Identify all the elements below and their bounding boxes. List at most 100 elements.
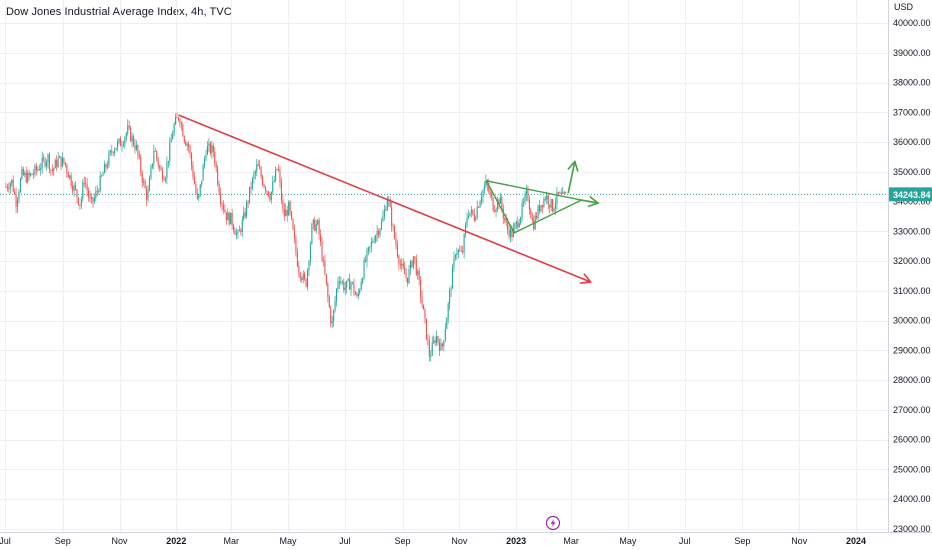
resistance-trendline[interactable] bbox=[178, 114, 592, 283]
candle-body bbox=[525, 189, 528, 195]
candle-body bbox=[524, 194, 526, 202]
candle-body bbox=[148, 178, 151, 191]
candle-body bbox=[101, 175, 103, 177]
candle-body bbox=[189, 146, 191, 154]
candle-body bbox=[427, 339, 429, 342]
candle-body bbox=[176, 117, 178, 118]
candle-body bbox=[301, 278, 303, 281]
candle-body bbox=[105, 163, 107, 168]
candle-body bbox=[275, 169, 277, 181]
candle-body bbox=[533, 220, 535, 230]
x-tick-label: 2023 bbox=[506, 536, 526, 546]
candle-body bbox=[322, 260, 325, 262]
candle-body bbox=[359, 289, 361, 293]
candle-body bbox=[82, 182, 84, 199]
candle-body bbox=[308, 261, 310, 270]
candle-body bbox=[183, 136, 185, 142]
candle-body bbox=[161, 170, 164, 180]
candle-body bbox=[552, 199, 554, 212]
y-tick-label: 23000.00 bbox=[893, 524, 931, 534]
candle-body bbox=[190, 153, 193, 166]
candle-body bbox=[341, 281, 343, 283]
candle-body bbox=[315, 224, 317, 231]
candle-body bbox=[362, 278, 364, 283]
triangle-lower-line[interactable] bbox=[513, 199, 583, 234]
y-tick-label: 28000.00 bbox=[893, 375, 931, 385]
candle-body bbox=[219, 193, 222, 204]
candle-body bbox=[451, 266, 454, 289]
candle-body bbox=[182, 124, 184, 137]
candle-body bbox=[433, 340, 435, 343]
candle-body bbox=[549, 204, 551, 208]
candle-body bbox=[383, 209, 385, 217]
triangle-upper-line[interactable] bbox=[485, 180, 583, 201]
candle-body bbox=[56, 160, 58, 167]
candlestick-series[interactable] bbox=[5, 112, 567, 362]
candle-body bbox=[170, 139, 172, 143]
candle-body bbox=[192, 165, 194, 178]
lightning-icon[interactable] bbox=[545, 515, 561, 531]
y-tick-label: 39000.00 bbox=[893, 48, 931, 58]
candle-body bbox=[443, 340, 445, 346]
y-tick-label: 33000.00 bbox=[893, 226, 931, 236]
candle-body bbox=[417, 271, 419, 275]
candle-body bbox=[449, 290, 451, 304]
candle-body bbox=[331, 321, 333, 324]
candle-body bbox=[209, 143, 211, 154]
candle-body bbox=[562, 192, 564, 194]
candle-body bbox=[496, 199, 499, 209]
candle-body bbox=[76, 189, 78, 198]
candle-body bbox=[420, 279, 422, 297]
candle-body bbox=[396, 245, 398, 256]
candle-body bbox=[380, 221, 383, 230]
candle-body bbox=[466, 217, 468, 225]
y-tick-label: 38000.00 bbox=[893, 78, 931, 88]
candle-body bbox=[96, 190, 98, 192]
candle-body bbox=[167, 160, 169, 163]
candle-body bbox=[44, 158, 46, 167]
candle-body bbox=[92, 197, 94, 202]
candle-body bbox=[5, 186, 7, 188]
candle-body bbox=[517, 221, 519, 228]
candle-body bbox=[263, 184, 265, 188]
candle-body bbox=[218, 183, 220, 194]
candle-body bbox=[273, 180, 275, 182]
candle-body bbox=[247, 202, 249, 203]
candle-body bbox=[421, 296, 423, 305]
chart-grid bbox=[0, 0, 888, 532]
y-axis-ticks[interactable]: 23000.00 24000.00 25000.00 26000.00 27000.00… bbox=[893, 18, 931, 534]
y-tick-label: 30000.00 bbox=[893, 316, 931, 326]
triangle-left-edge[interactable] bbox=[485, 180, 515, 234]
candle-body bbox=[240, 230, 242, 233]
y-tick-label: 24000.00 bbox=[893, 494, 931, 504]
candle-body bbox=[446, 318, 448, 329]
breakout-right-arrow-head bbox=[587, 196, 599, 208]
x-tick-label: 2022 bbox=[166, 536, 186, 546]
candle-body bbox=[180, 124, 182, 126]
candle-body bbox=[349, 278, 351, 290]
candle-body bbox=[224, 209, 226, 213]
candle-body bbox=[279, 170, 281, 182]
candle-body bbox=[34, 165, 36, 174]
candle-body bbox=[130, 127, 132, 142]
candle-body bbox=[31, 173, 33, 175]
candle-body bbox=[80, 198, 82, 206]
candle-body bbox=[507, 222, 509, 230]
candle-body bbox=[124, 137, 126, 145]
x-tick-label: Jul bbox=[679, 536, 691, 546]
candle-body bbox=[270, 191, 272, 200]
candle-body bbox=[325, 274, 327, 284]
candle-body bbox=[317, 220, 319, 225]
candle-body bbox=[488, 184, 490, 192]
candle-body bbox=[159, 165, 161, 168]
breakout-right-arrow[interactable] bbox=[580, 199, 599, 204]
candle-body bbox=[337, 281, 339, 290]
candle-body bbox=[225, 212, 227, 221]
candle-body bbox=[150, 166, 152, 179]
breakout-up-arrow[interactable] bbox=[567, 160, 576, 194]
x-axis-ticks[interactable]: Jul Sep Nov 2022 Mar May Jul Sep Nov 2023 Mar May Ju… bbox=[0, 536, 866, 546]
candle-body bbox=[45, 162, 48, 167]
currency-label: USD bbox=[894, 2, 914, 12]
drawing-tools-layer[interactable] bbox=[178, 114, 599, 284]
